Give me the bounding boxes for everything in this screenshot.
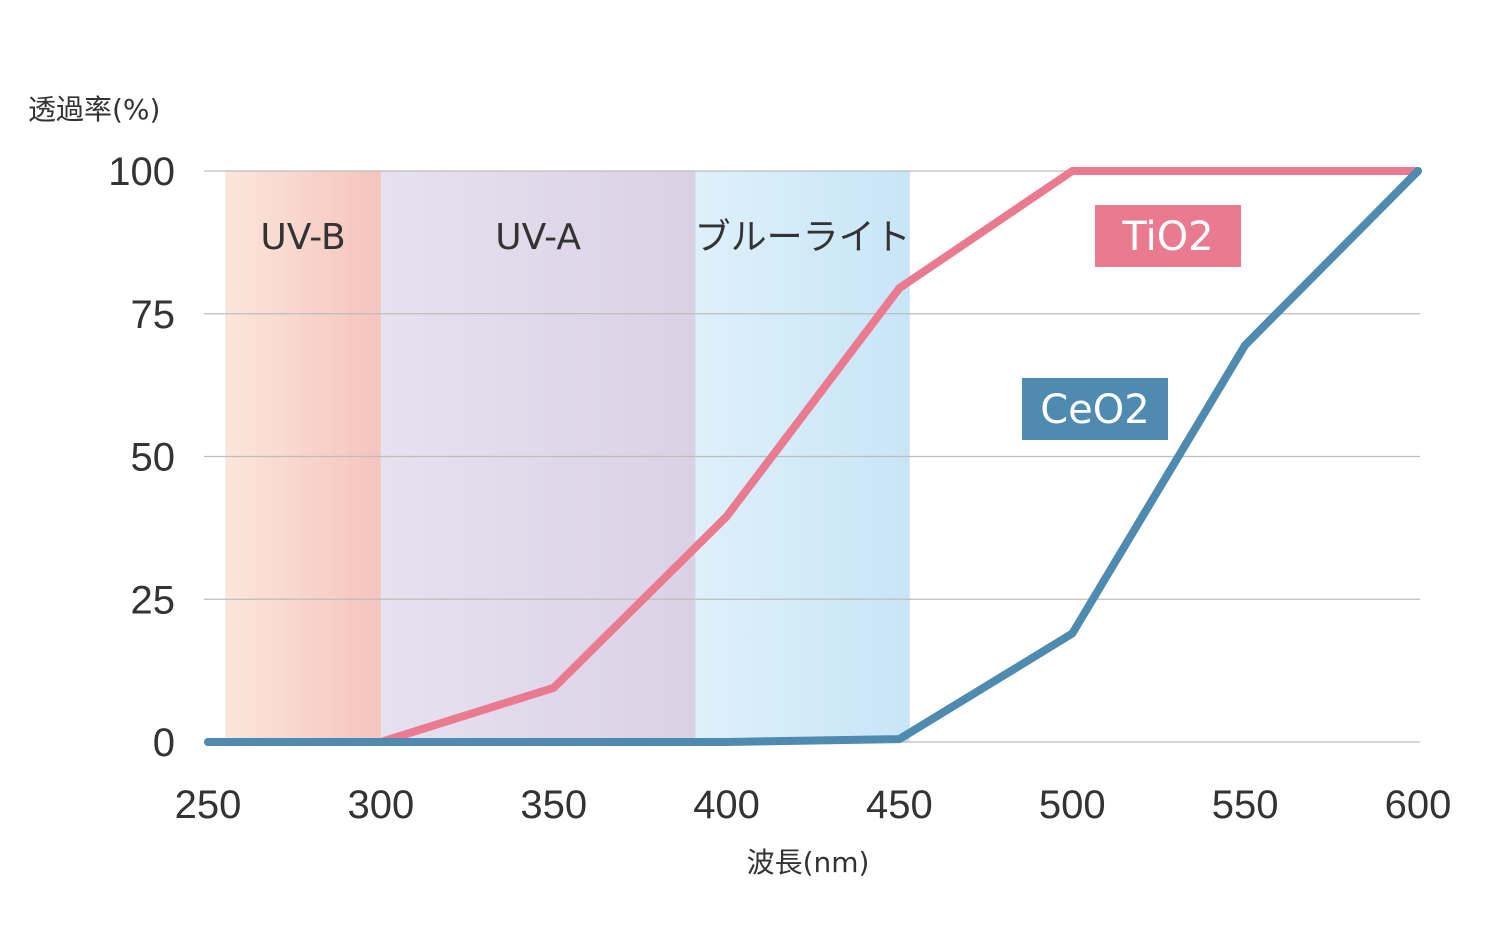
x-tick-label: 350: [520, 783, 587, 827]
y-tick-label: 50: [131, 436, 176, 480]
x-tick-label: 550: [1212, 783, 1279, 827]
series-label-tio2: TiO2: [1095, 205, 1241, 267]
y-axis-title: 透過率(%): [28, 93, 160, 126]
y-tick-label: 0: [153, 721, 175, 765]
region-label-1: UV-B: [260, 217, 345, 258]
x-tick-label: 400: [693, 783, 760, 827]
y-tick-label: 75: [131, 293, 176, 337]
series-labels: TiO2 CeO2: [1022, 205, 1241, 440]
region-label-3: ブルーライト: [695, 217, 911, 258]
y-axis-tick-labels: 0 25 50 75 100: [108, 150, 175, 765]
region-label-2: UV-A: [495, 217, 581, 258]
series-label-box: [1022, 378, 1168, 440]
series-label-box: [1095, 205, 1241, 267]
y-tick-label: 100: [108, 150, 175, 194]
x-tick-label: 250: [175, 783, 242, 827]
y-tick-label: 25: [131, 578, 176, 622]
x-tick-label: 300: [347, 783, 414, 827]
series-lines: [204, 167, 1422, 746]
x-tick-label: 450: [866, 783, 933, 827]
series-label-ceo2: CeO2: [1022, 378, 1168, 440]
x-tick-label: 600: [1385, 783, 1452, 827]
spectral-region-labels: UV-B UV-A ブルーライト: [260, 217, 910, 258]
series-line-tio2: [204, 167, 1422, 746]
series-label-text: TiO2: [1121, 214, 1213, 260]
series-label-text: CeO2: [1040, 387, 1149, 433]
x-axis-tick-labels: 250 300 350 400 450 500 550 600: [175, 783, 1452, 827]
x-axis-title: 波長(nm): [747, 846, 870, 879]
series-line-ceo2: [204, 167, 1422, 746]
x-tick-label: 500: [1039, 783, 1106, 827]
